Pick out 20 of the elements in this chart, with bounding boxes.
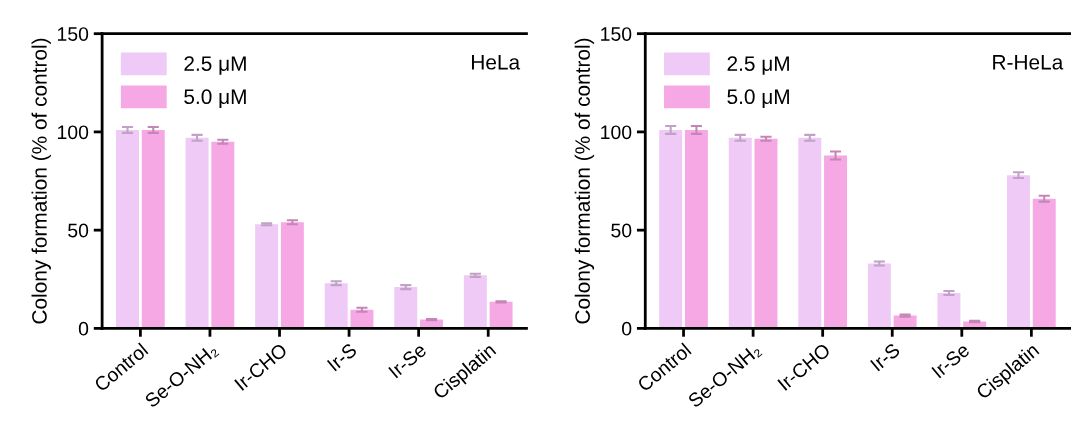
legend-label: 2.5 μM [727, 56, 789, 75]
y-tick-label: 50 [68, 223, 89, 238]
y-tick-label: 100 [57, 125, 89, 140]
x-tick-label: Ir-S [326, 342, 358, 372]
x-tick-label: Ir-Se [931, 342, 971, 379]
legend-label: 5.0 μM [727, 89, 789, 108]
y-tick-label: 150 [601, 27, 632, 41]
annotation: HeLa [472, 55, 521, 70]
x-tick-label: Ir-Se [388, 342, 428, 379]
annotation: R-HeLa [993, 55, 1064, 70]
y-tick-label: 50 [611, 223, 632, 238]
legend-label: 2.5 μM [184, 56, 246, 75]
y-tick-label: 150 [57, 27, 89, 41]
legend-label: 5.0 μM [184, 89, 246, 108]
x-tick-label: Ir-S [869, 342, 901, 372]
y-axis-title: Colony formation (% of control) [31, 38, 51, 324]
y-tick-label: 100 [601, 125, 632, 140]
y-axis-title: Colony formation (% of control) [574, 38, 595, 324]
y-tick-label: 0 [78, 321, 89, 336]
y-tick-label: 0 [622, 321, 632, 336]
